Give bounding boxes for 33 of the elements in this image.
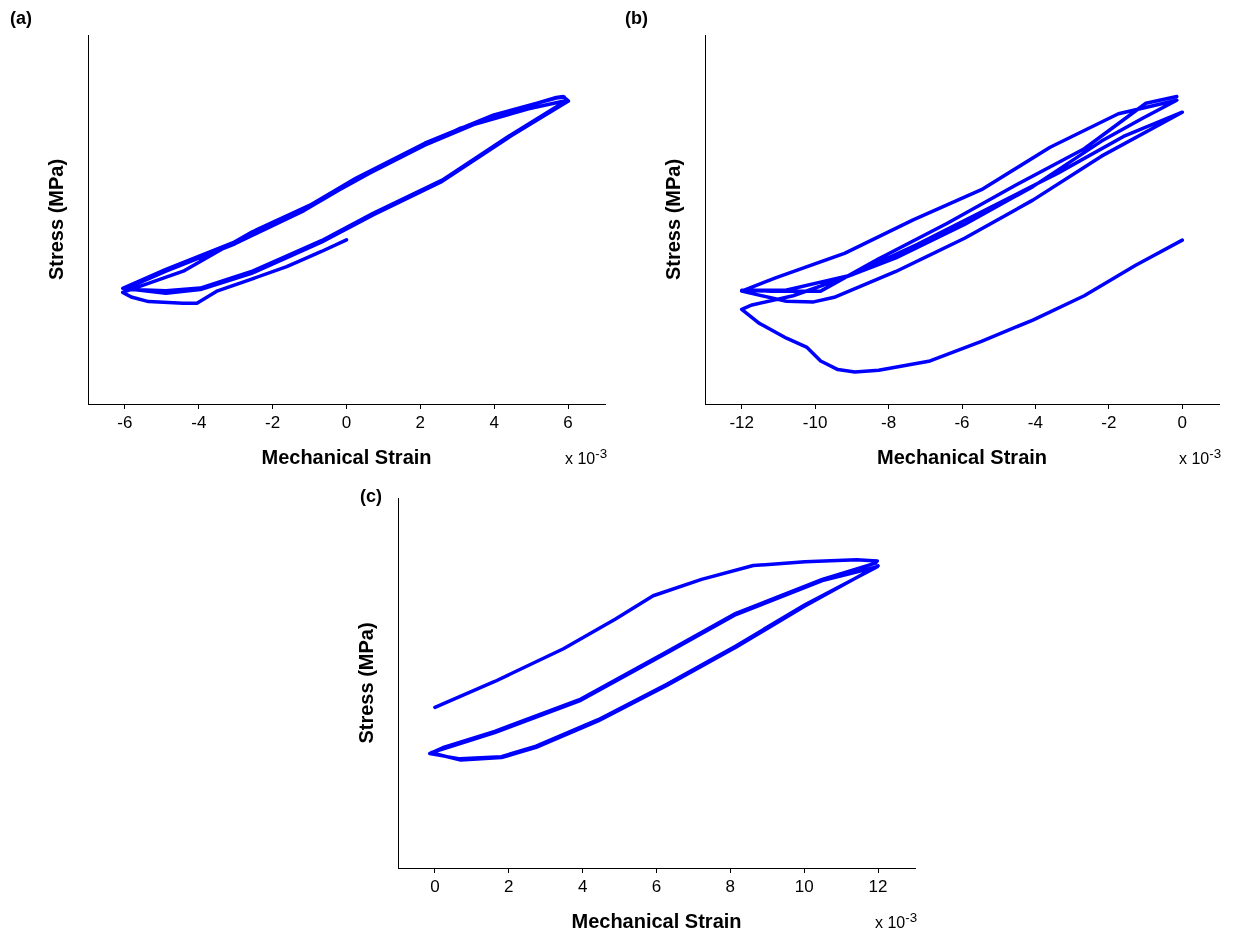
x-tick-label: 2: [415, 412, 426, 432]
x-tick-label: 10: [794, 876, 814, 896]
chart-title: (c): [360, 486, 382, 507]
y-axis-title: Stress (MPa): [661, 158, 684, 281]
x-tick-label: 4: [489, 412, 499, 432]
x-axis-title: Mechanical Strain: [876, 445, 1048, 468]
x-tick-label: 8: [725, 876, 736, 896]
chart-title: (a): [10, 8, 32, 29]
x-axis-title: Mechanical Strain: [261, 445, 432, 468]
x-tick-label: -6: [954, 412, 970, 432]
text: x 10$^{-3}$: [875, 910, 918, 933]
y-axis-title: Stress (MPa): [354, 622, 377, 744]
text: x 10$^{-3}$: [565, 446, 608, 469]
x-tick-label: 0: [1177, 412, 1188, 432]
x-tick-label: 0: [341, 412, 352, 432]
x-axis-title: Mechanical Strain: [571, 909, 742, 932]
y-axis-title: Stress (MPa): [44, 158, 67, 281]
x-tick-label: -4: [1027, 412, 1043, 432]
x-tick-label: 2: [504, 876, 514, 896]
x-tick-label: -10: [802, 412, 828, 432]
x-tick-label: 0: [430, 876, 440, 896]
chart-title: (b): [625, 8, 648, 29]
x-tick-label: 6: [651, 876, 662, 896]
x-tick-label: -8: [881, 412, 897, 432]
text: x 10$^{-3}$: [1179, 446, 1222, 469]
x-tick-label: 4: [577, 876, 588, 896]
x-tick-label: -4: [191, 412, 207, 432]
x-tick-label: -6: [117, 412, 133, 432]
x-tick-label: -2: [1101, 412, 1117, 432]
x-tick-label: 12: [868, 876, 888, 896]
x-tick-label: 6: [563, 412, 573, 432]
x-tick-label: -12: [729, 412, 754, 432]
x-tick-label: -2: [265, 412, 281, 432]
